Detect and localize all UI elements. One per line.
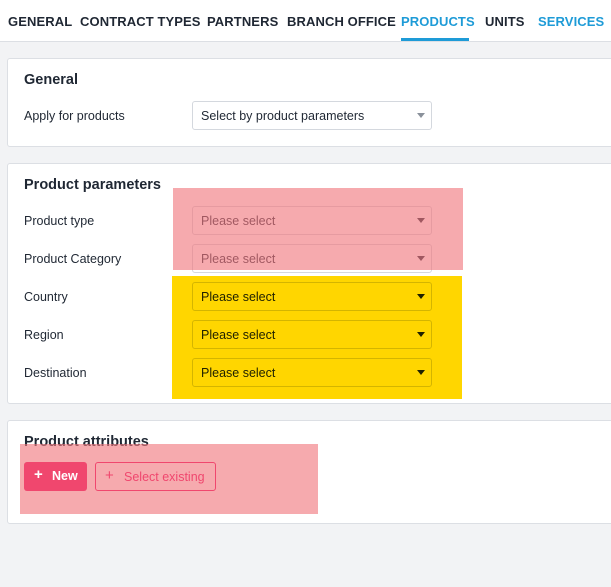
product-category-value: Please select [201, 252, 276, 266]
tab-partners[interactable]: PARTNERS [207, 14, 279, 29]
new-attribute-label: New [52, 469, 78, 483]
plus-icon: + [34, 466, 43, 483]
caret-down-icon [417, 256, 425, 261]
tab-units[interactable]: UNITS [485, 14, 525, 29]
caret-down-icon [417, 294, 425, 299]
country-value: Please select [201, 290, 276, 304]
region-select[interactable]: Please select [192, 320, 432, 349]
general-card: General Apply for products Select by pro… [7, 58, 611, 147]
apply-for-products-value: Select by product parameters [201, 109, 365, 123]
destination-value: Please select [201, 366, 276, 380]
tab-general[interactable]: GENERAL [8, 14, 73, 29]
region-label: Region [24, 328, 64, 342]
active-tab-indicator [401, 38, 469, 41]
tab-contract-types[interactable]: CONTRACT TYPES [80, 14, 201, 29]
product-type-value: Please select [201, 214, 276, 228]
apply-for-products-select[interactable]: Select by product parameters [192, 101, 432, 130]
region-value: Please select [201, 328, 276, 342]
product-parameters-title: Product parameters [24, 177, 161, 193]
product-type-select[interactable]: Please select [192, 206, 432, 235]
destination-label: Destination [24, 366, 87, 380]
product-type-label: Product type [24, 214, 95, 228]
product-attributes-title: Product attributes [24, 434, 149, 450]
product-category-label: Product Category [24, 252, 122, 266]
settings-tab-bar: GENERAL CONTRACT TYPES PARTNERS BRANCH O… [0, 0, 611, 42]
caret-down-icon [417, 113, 425, 118]
select-existing-label: Select existing [124, 470, 205, 484]
country-select[interactable]: Please select [192, 282, 432, 311]
destination-select[interactable]: Please select [192, 358, 432, 387]
new-attribute-button[interactable]: + New [24, 462, 87, 491]
apply-for-products-label: Apply for products [24, 109, 125, 123]
tab-products[interactable]: PRODUCTS [401, 14, 475, 29]
tab-branch-office[interactable]: BRANCH OFFICE [287, 14, 396, 29]
caret-down-icon [417, 370, 425, 375]
tab-services[interactable]: SERVICES [538, 14, 605, 29]
caret-down-icon [417, 332, 425, 337]
general-card-title: General [24, 72, 78, 88]
country-label: Country [24, 290, 68, 304]
select-existing-attribute-button[interactable]: + Select existing [95, 462, 216, 491]
product-category-select[interactable]: Please select [192, 244, 432, 273]
plus-icon: + [105, 467, 114, 484]
product-parameters-card: Product parameters Product type Please s… [7, 163, 611, 404]
caret-down-icon [417, 218, 425, 223]
